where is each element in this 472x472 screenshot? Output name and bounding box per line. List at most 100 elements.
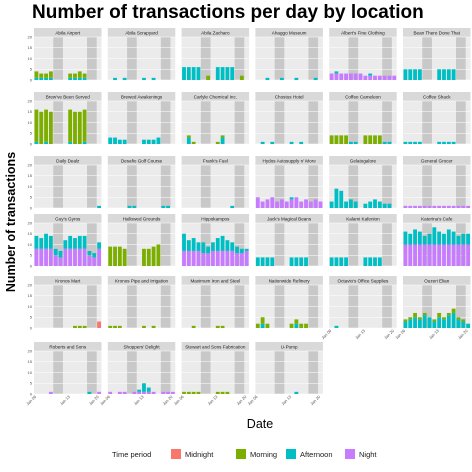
bar-afternoon	[34, 77, 39, 80]
y-tick-label: 20	[28, 162, 33, 167]
facet-panel: Nationwide Refinery	[255, 276, 323, 329]
y-tick-label: 15	[28, 359, 33, 364]
bar-afternoon	[270, 141, 275, 144]
bar-morning	[156, 244, 161, 266]
bar-afternoon	[417, 231, 422, 245]
bar-afternoon	[108, 137, 113, 144]
bar-afternoon	[442, 141, 446, 144]
facet-panel: Guy's Gyros 0 5 10 15 20	[28, 214, 102, 268]
bar-afternoon	[461, 321, 466, 328]
bar-morning	[413, 312, 417, 318]
bar-night	[220, 250, 225, 266]
bar-night	[280, 199, 284, 208]
bar-morning	[377, 135, 382, 144]
facet-panel: Ahaggo Museum	[255, 28, 323, 81]
bar-morning	[117, 246, 122, 266]
facet-panel: Hippokampos	[181, 214, 250, 267]
facet-panel: Coffee Cameleon	[329, 92, 397, 145]
bar-afternoon	[260, 257, 265, 266]
bar-afternoon	[182, 233, 186, 251]
bar-afternoon	[48, 77, 53, 80]
bar-morning	[239, 75, 244, 80]
bar-morning	[77, 71, 82, 78]
facet-strip-label: Daily Dealz	[56, 158, 80, 163]
bar-afternoon	[146, 139, 151, 144]
bar-morning	[82, 325, 87, 328]
facet-strip	[181, 28, 250, 37]
bar-afternoon	[97, 205, 101, 208]
y-tick-label: 15	[28, 231, 33, 236]
facet-strip	[34, 276, 102, 285]
facet-strip-label: Roberts and Sons	[49, 344, 86, 349]
facet-strip	[255, 92, 323, 101]
facet-strip	[107, 342, 176, 351]
facet-panel: U-Pump Jan 06 Jan 13 Jan 20	[246, 342, 323, 406]
bar-night	[408, 205, 413, 208]
bar-night	[63, 248, 68, 266]
x-tick-label: Jan 13	[206, 394, 219, 407]
bar-afternoon	[201, 242, 206, 254]
bar-night	[442, 244, 446, 266]
bar-afternoon	[53, 248, 58, 256]
bar-night	[304, 199, 308, 208]
facet-strip	[403, 276, 471, 285]
facet-strip	[255, 276, 323, 285]
facet-strip-label: Kronos Pipe and Irrigation	[115, 278, 169, 283]
facet-strip-label: Coffee Cameleon	[345, 94, 381, 99]
bar-afternoon	[451, 141, 456, 144]
bar-morning	[339, 135, 344, 144]
bar-afternoon	[344, 201, 348, 208]
y-tick-label: 10	[28, 120, 33, 125]
facet-panel: General Grocer	[403, 156, 471, 209]
bar-afternoon	[289, 141, 294, 144]
bar-afternoon	[142, 139, 146, 144]
bar-night	[368, 75, 373, 80]
facet-panel: Maximum Iron and Steel	[181, 276, 250, 329]
bar-night	[142, 391, 146, 394]
facet-panel: Ouzeri Elian Jan 06 Jan 13 Jan 20	[394, 276, 471, 340]
y-tick-label: 20	[28, 34, 33, 39]
bar-night	[363, 75, 368, 80]
facet-panel: Brew've Been Served 0 5 10 15 20	[28, 92, 102, 146]
x-tick-label: Jan 06	[25, 394, 38, 407]
bar-night	[196, 250, 201, 266]
bar-afternoon	[329, 201, 334, 208]
bar-afternoon	[442, 69, 446, 80]
bar-afternoon	[260, 323, 265, 328]
legend-title: Time period	[112, 450, 151, 459]
bar-afternoon	[403, 141, 408, 144]
bar-night	[377, 75, 382, 80]
bar-night	[432, 244, 437, 266]
bar-afternoon	[344, 257, 348, 266]
y-tick-label: 5	[30, 381, 33, 386]
chart-title: Number of transactions per day by locati…	[32, 2, 424, 23]
bar-afternoon	[137, 389, 142, 392]
facet-strip-label: Abila Airport	[55, 30, 80, 35]
bar-night	[201, 253, 206, 266]
bar-morning	[363, 135, 368, 144]
bar-afternoon	[186, 137, 191, 144]
bar-afternoon	[186, 67, 191, 80]
bar-night	[413, 244, 417, 266]
bar-morning	[451, 308, 456, 313]
y-tick-label: 15	[28, 45, 33, 50]
y-tick-label: 0	[30, 77, 33, 82]
bar-afternoon	[113, 77, 117, 80]
bar-midnight	[97, 321, 101, 328]
bar-morning	[113, 325, 117, 328]
x-tick-label: Jan 20	[88, 394, 101, 407]
bar-morning	[151, 246, 156, 266]
facet-panel: Katerina's Cafe	[403, 214, 471, 267]
bar-afternoon	[244, 248, 249, 251]
bar-night	[308, 201, 313, 208]
bar-morning	[196, 391, 201, 394]
y-tick-label: 5	[30, 253, 33, 258]
facet-strip	[255, 342, 323, 351]
bar-morning	[39, 111, 44, 144]
bar-afternoon	[225, 240, 230, 251]
bar-afternoon	[294, 77, 299, 80]
bar-afternoon	[68, 77, 73, 80]
bar-afternoon	[270, 257, 275, 266]
bar-night	[334, 73, 339, 80]
bar-night	[211, 250, 215, 266]
